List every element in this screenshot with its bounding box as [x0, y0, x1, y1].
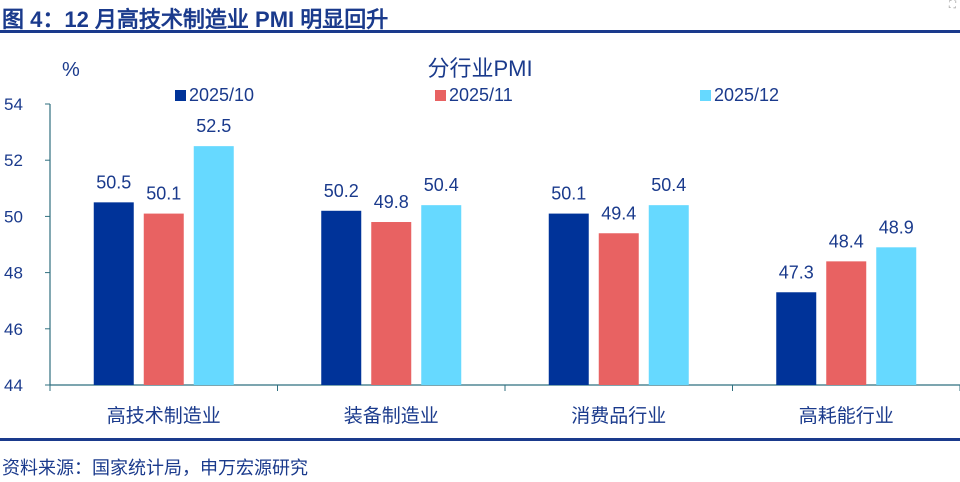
data-label: 50.5: [96, 172, 131, 192]
title-divider: [0, 30, 960, 33]
y-tick-label: 46: [4, 320, 23, 339]
source-note: 资料来源：国家统计局，申万宏源研究: [2, 458, 308, 478]
data-label: 49.4: [601, 203, 636, 223]
expand-icon[interactable]: ⛶: [949, 0, 956, 11]
bar: [598, 233, 639, 385]
bar: [321, 210, 362, 385]
bar-chart: % 分行业PMI 2025/10 2025/11 2025/12 44 46 48 50 52 54…: [4, 56, 960, 427]
legend-swatch: [175, 90, 186, 101]
bar: [876, 247, 917, 385]
data-label: 52.5: [196, 116, 231, 136]
bar: [93, 202, 134, 385]
data-label: 47.3: [779, 262, 814, 282]
data-label: 50.4: [424, 175, 459, 195]
x-tick-label: 消费品行业: [571, 405, 666, 427]
x-tick-label: 装备制造业: [344, 405, 439, 427]
data-label: 48.9: [879, 217, 914, 237]
bar: [193, 146, 234, 385]
data-label: 48.4: [829, 231, 864, 251]
legend-label: 2025/10: [189, 85, 254, 105]
bar: [421, 205, 462, 385]
y-tick-label: 48: [4, 264, 23, 283]
x-tick-label: 高耗能行业: [799, 405, 894, 427]
data-label: 49.8: [374, 192, 409, 212]
figure-title: 图 4：12 月高技术制造业 PMI 明显回升: [2, 7, 389, 32]
bar: [143, 213, 184, 385]
y-tick-label: 52: [4, 151, 23, 170]
chart-title: 分行业PMI: [427, 56, 532, 81]
legend-label: 2025/12: [714, 85, 779, 105]
y-tick-label: 50: [4, 207, 23, 226]
bar: [826, 261, 867, 385]
bar: [371, 222, 412, 385]
y-tick-label: 54: [4, 95, 23, 114]
legend-label: 2025/11: [449, 85, 513, 105]
y-axis-unit: %: [62, 59, 80, 81]
data-label: 50.1: [551, 184, 586, 204]
data-label: 50.2: [324, 181, 359, 201]
legend-swatch: [435, 90, 446, 101]
data-label: 50.1: [146, 184, 181, 204]
bar: [648, 205, 689, 385]
source-divider: [0, 438, 960, 441]
y-tick-label: 44: [4, 376, 23, 395]
legend-swatch: [700, 90, 711, 101]
bar: [548, 213, 589, 385]
bar: [776, 292, 817, 385]
data-label: 50.4: [651, 175, 686, 195]
x-tick-label: 高技术制造业: [107, 405, 221, 427]
